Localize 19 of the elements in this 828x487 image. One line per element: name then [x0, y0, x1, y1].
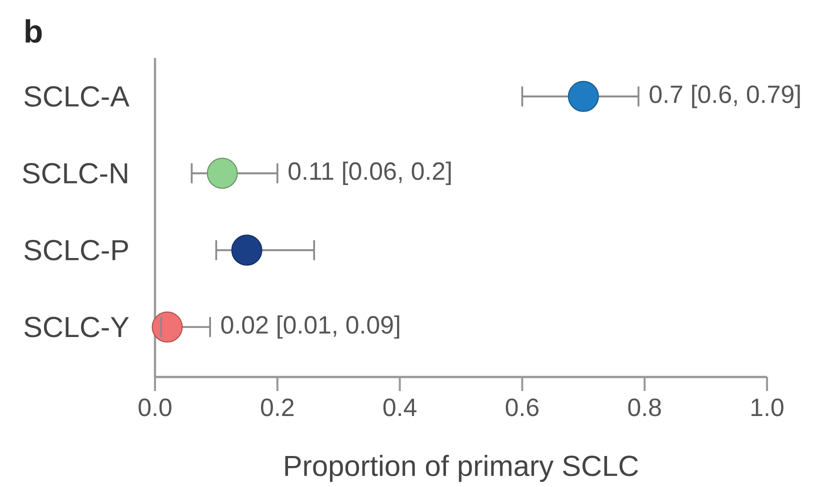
point	[152, 312, 183, 343]
y-tick-label: SCLC-Y	[24, 316, 129, 338]
x-tick-label: 0.2	[261, 398, 294, 416]
x-tick-label: 0.6	[506, 398, 538, 416]
y-tick-label: SCLC-A	[24, 86, 130, 107]
x-tick-label: 1.0	[752, 398, 784, 416]
x-axis-title: Proportion of primary SCLC	[285, 454, 638, 482]
y-tick-label: SCLC-P	[24, 240, 128, 260]
x-tick-label: 0.0	[138, 398, 172, 416]
point	[231, 234, 262, 266]
chart-title: b	[26, 19, 42, 43]
point	[206, 158, 238, 189]
data-label: 0.02 [0.01, 0.09]	[221, 315, 400, 339]
point	[568, 80, 599, 112]
x-tick-label: 0.8	[628, 398, 661, 416]
data-label: 0.11 [0.06, 0.2]	[288, 162, 451, 185]
data-label: 0.7 [0.6, 0.79]	[650, 84, 800, 108]
x-tick-label: 0.4	[383, 398, 416, 416]
y-tick-label: SCLC-N	[22, 163, 128, 184]
